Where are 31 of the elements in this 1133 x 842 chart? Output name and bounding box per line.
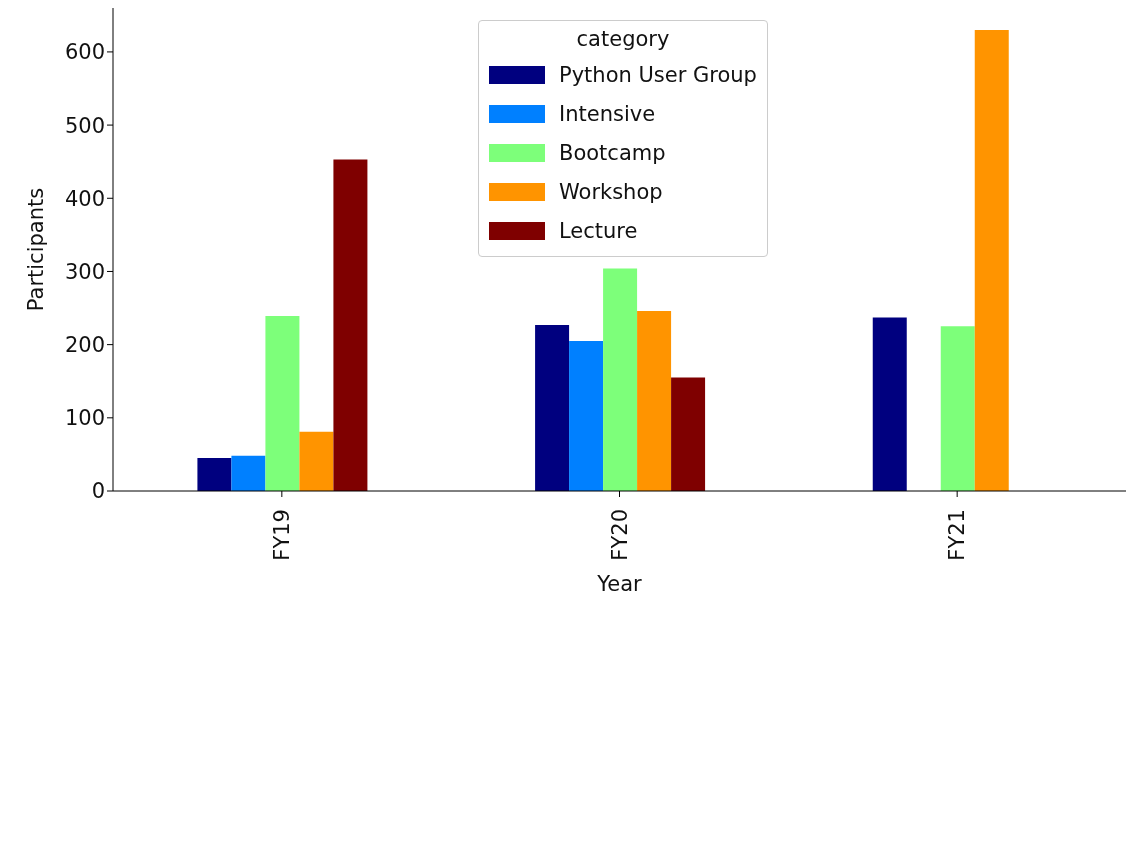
bar [569, 340, 604, 491]
bar [197, 458, 232, 491]
bar [299, 431, 334, 491]
y-tick-label: 0 [91, 479, 105, 504]
legend-title: category [575, 27, 671, 51]
x-tick-label: FY19 [269, 509, 294, 561]
bar [671, 377, 706, 491]
bar [231, 455, 266, 491]
legend-label: Intensive [559, 101, 656, 126]
bar [333, 159, 368, 491]
x-tick-label: FY20 [607, 509, 632, 561]
y-tick-label: 400 [64, 186, 105, 211]
bar [535, 324, 570, 491]
x-axis-title: Year [596, 572, 643, 596]
y-tick-label: 600 [64, 40, 105, 65]
bar [637, 310, 672, 491]
x-tick-label: FY21 [945, 509, 970, 561]
bar [974, 29, 1009, 491]
y-axis-title: Participants [24, 187, 49, 312]
legend-label: Python User Group [559, 62, 757, 87]
legend-label: Workshop [559, 179, 663, 204]
y-tick-label: 500 [64, 113, 105, 138]
y-tick-label: 200 [64, 333, 105, 358]
y-tick-label: 100 [64, 406, 105, 431]
bar [603, 268, 638, 491]
bar [940, 326, 975, 491]
legend-label: Lecture [559, 218, 638, 243]
bar [872, 317, 907, 491]
legend-label: Bootcamp [559, 140, 666, 165]
bar [265, 316, 300, 491]
y-tick-label: 300 [64, 259, 105, 284]
